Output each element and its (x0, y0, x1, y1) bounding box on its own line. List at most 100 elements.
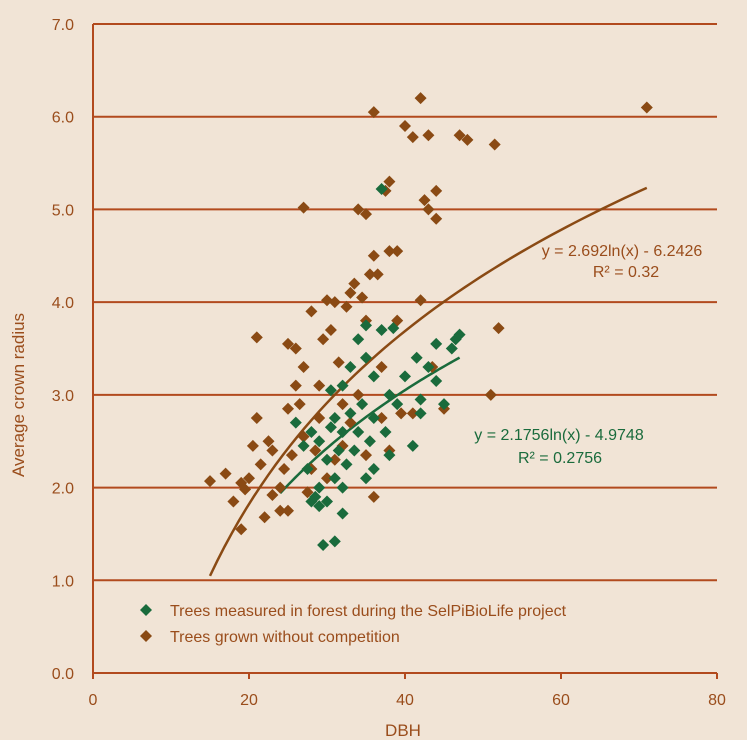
data-point-no-competition (309, 444, 322, 457)
trendline-equation-forest: y = 2.1756ln(x) - 4.9748 (474, 427, 644, 444)
data-point-forest (360, 351, 372, 364)
data-point-no-competition (313, 412, 326, 425)
data-point-forest (328, 535, 341, 548)
data-point-no-competition (383, 245, 396, 258)
data-point-forest (301, 463, 314, 476)
data-point-no-competition (367, 490, 380, 503)
data-point-forest (321, 495, 333, 508)
data-point-no-competition (352, 388, 365, 401)
data-point-no-competition (399, 119, 411, 132)
data-point-no-competition (395, 407, 408, 420)
data-point-forest (399, 370, 411, 383)
data-point-no-competition (274, 504, 287, 517)
data-point-forest (336, 379, 349, 392)
data-point-no-competition (340, 300, 353, 313)
data-point-forest (430, 374, 443, 387)
legend-label-no-competition: Trees grown without competition (170, 629, 400, 646)
data-point-no-competition (289, 379, 302, 392)
data-point-forest (321, 453, 333, 466)
data-point-no-competition (640, 101, 653, 114)
data-point-no-competition (254, 458, 267, 471)
data-point-forest (387, 322, 400, 335)
y-tick-label: 7.0 (52, 17, 74, 34)
y-axis-title: Average crown radius (9, 313, 28, 477)
trendlines (208, 186, 648, 577)
data-point-no-competition (422, 129, 435, 142)
data-point-forest (344, 361, 357, 374)
data-point-no-competition (250, 331, 263, 344)
data-point-forest (356, 398, 369, 411)
data-point-no-competition (348, 277, 361, 290)
data-point-no-competition (484, 388, 497, 401)
data-point-no-competition (262, 435, 275, 448)
data-points (204, 92, 653, 552)
y-tick-label: 1.0 (52, 573, 74, 590)
y-tick-label: 6.0 (52, 110, 74, 127)
legend-marker-forest (140, 604, 152, 616)
data-point-forest (336, 481, 349, 494)
data-point-forest (363, 435, 376, 448)
data-point-forest (367, 463, 380, 476)
y-tick-label: 3.0 (52, 388, 74, 405)
data-point-no-competition (360, 208, 372, 221)
data-point-forest (367, 412, 380, 425)
x-axis-title: DBH (385, 721, 421, 740)
x-tick-label: 0 (89, 692, 98, 709)
gridlines (93, 23, 717, 582)
data-point-no-competition (406, 407, 419, 420)
data-point-forest (383, 388, 396, 401)
data-point-no-competition (278, 463, 291, 476)
data-point-forest (375, 323, 388, 336)
data-point-no-competition (383, 175, 396, 188)
data-point-no-competition (367, 106, 380, 119)
data-point-forest (297, 439, 310, 452)
data-point-forest (410, 351, 423, 364)
data-point-forest (414, 393, 427, 406)
data-point-no-competition (297, 430, 310, 443)
y-tick-label: 5.0 (52, 202, 74, 219)
data-point-no-competition (414, 294, 427, 307)
trendline-forest (279, 356, 461, 495)
data-point-no-competition (352, 203, 365, 216)
data-point-forest (430, 337, 443, 350)
data-point-forest (348, 444, 361, 457)
data-point-no-competition (391, 245, 404, 258)
data-point-no-competition (336, 398, 349, 411)
data-point-forest (324, 421, 337, 434)
data-point-no-competition (375, 361, 388, 374)
data-point-forest (352, 333, 365, 346)
data-point-forest (453, 328, 466, 341)
data-point-no-competition (235, 523, 248, 536)
data-point-no-competition (297, 201, 310, 214)
data-point-no-competition (430, 184, 443, 197)
data-point-forest (324, 384, 337, 397)
data-point-forest (406, 439, 419, 452)
data-point-forest (422, 361, 435, 374)
data-point-no-competition (239, 483, 252, 496)
data-point-no-competition (289, 342, 302, 355)
data-point-no-competition (282, 337, 294, 350)
data-point-forest (344, 407, 357, 420)
data-point-forest (414, 407, 427, 420)
data-point-no-competition (266, 488, 279, 501)
data-point-no-competition (422, 203, 435, 216)
data-point-no-competition (461, 133, 474, 146)
data-point-no-competition (317, 333, 330, 346)
data-point-forest (328, 412, 341, 425)
x-tick-label: 60 (552, 692, 570, 709)
data-point-no-competition (293, 398, 306, 411)
data-point-no-competition (297, 361, 310, 374)
data-point-forest (309, 490, 322, 503)
data-point-no-competition (324, 323, 337, 336)
trendline-equation-no-competition: y = 2.692ln(x) - 6.2426 (542, 243, 703, 260)
y-tick-label: 4.0 (52, 295, 74, 312)
data-point-forest (360, 319, 372, 332)
data-point-forest (445, 342, 458, 355)
data-point-forest (336, 425, 349, 438)
data-point-forest (383, 449, 396, 462)
data-point-forest (328, 472, 341, 485)
data-point-no-competition (266, 444, 279, 457)
data-point-no-competition (258, 511, 271, 524)
